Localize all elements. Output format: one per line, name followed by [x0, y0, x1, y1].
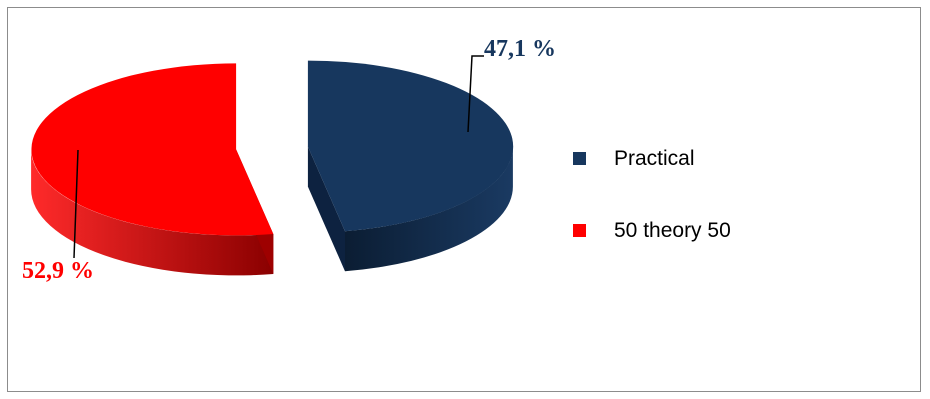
- data-label-1: 52,9 %: [22, 258, 94, 284]
- legend-swatch-1: [573, 224, 586, 237]
- leader-line-0: [467, 55, 484, 133]
- legend-label-1: 50 theory 50: [614, 219, 731, 242]
- pie-slice-1: [31, 63, 274, 276]
- legend-label-0: Practical: [614, 147, 695, 170]
- legend-swatch-0: [573, 152, 586, 165]
- data-label-0: 47,1 %: [484, 36, 556, 62]
- pie-slice-0: [307, 60, 514, 272]
- leader-line-1: [73, 149, 79, 259]
